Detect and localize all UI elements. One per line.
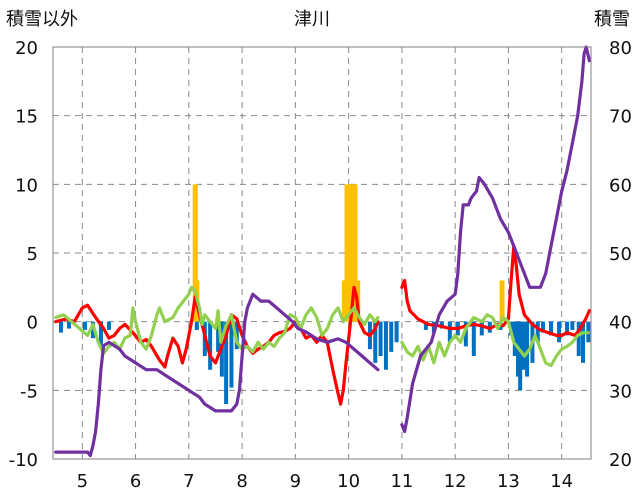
snow-change-bar — [525, 321, 530, 377]
left-axis-label: 積雪以外 — [6, 9, 78, 30]
snow-change-bar — [447, 321, 452, 343]
snow-change-bar — [90, 321, 95, 339]
x-tick-label: 7 — [183, 471, 194, 492]
snow-change-bar — [463, 321, 468, 347]
precipitation-bar — [347, 184, 353, 322]
x-tick-labels: 5 6 7 8 9 10 11 12 13 14 — [77, 471, 574, 492]
snow-change-bar — [224, 321, 229, 405]
y-left-tick-label: 20 — [15, 38, 38, 59]
y-left-tick-labels: 20 15 10 5 0 -5 -10 — [9, 38, 38, 471]
precipitation-bar — [344, 184, 350, 322]
plot-frame — [52, 46, 592, 460]
snow-change-bar — [576, 321, 581, 356]
y-left-tick-label: -5 — [20, 381, 38, 402]
snow-change-bar — [565, 321, 570, 336]
snow-change-bar — [194, 321, 199, 330]
purple-series-line — [54, 45, 591, 458]
y-left-tick-label: -10 — [9, 450, 38, 471]
snow-change-bar — [479, 321, 484, 336]
snow-change-bar — [394, 321, 399, 343]
x-tick-label: 9 — [290, 471, 301, 492]
right-axis-label: 積雪 — [594, 9, 630, 30]
snow-change-bar — [570, 321, 575, 330]
snow-change-bar — [471, 321, 476, 356]
snow-change-bar — [383, 321, 388, 370]
snow-change-bar — [208, 321, 213, 370]
y-right-tick-label: 80 — [609, 38, 632, 59]
y-left-tick-label: 5 — [27, 244, 38, 265]
snow-change-bar — [557, 321, 562, 343]
x-tick-label: 8 — [236, 471, 247, 492]
y-left-tick-label: 15 — [15, 107, 38, 128]
snow-change-bar — [423, 321, 428, 330]
precipitation-bar — [341, 280, 347, 322]
precipitation-bar — [352, 184, 358, 322]
y-left-tick-label: 10 — [15, 175, 38, 196]
snow-change-bar — [106, 321, 111, 330]
snow-change-bar — [581, 321, 586, 363]
x-tick-label: 6 — [130, 471, 141, 492]
y-right-tick-labels: 80 70 60 50 40 30 20 — [609, 38, 632, 471]
chart-title: 津川 — [294, 9, 330, 30]
y-right-tick-label: 70 — [609, 107, 632, 128]
y-right-tick-label: 50 — [609, 244, 632, 265]
snow-change-bar — [512, 321, 517, 356]
precipitation-bar — [192, 184, 198, 322]
x-tick-label: 12 — [444, 471, 467, 492]
precipitation-bar — [499, 280, 505, 322]
snow-change-bar — [66, 321, 71, 329]
y-right-tick-label: 30 — [609, 381, 632, 402]
grid — [53, 47, 591, 459]
snow-change-bar — [389, 321, 394, 352]
snow-change-bar — [58, 321, 63, 333]
snow-change-bar — [229, 321, 234, 388]
snow-change-bar — [549, 321, 554, 336]
snow-change-bar — [216, 321, 221, 352]
series-lines — [54, 45, 591, 458]
x-tick-label: 11 — [390, 471, 413, 492]
green-series-line — [54, 285, 590, 368]
snow-change-bar — [541, 321, 546, 333]
snow-change-bar — [518, 321, 523, 391]
y-right-tick-label: 60 — [609, 175, 632, 196]
snow-change-bar — [98, 321, 103, 347]
red-series-line — [54, 244, 591, 406]
x-tick-label: 14 — [550, 471, 573, 492]
snow-change-bar — [521, 321, 526, 370]
snow-change-bar — [431, 321, 436, 333]
y-right-tick-label: 20 — [609, 450, 632, 471]
snow-change-bar — [373, 321, 378, 363]
precipitation-bar — [349, 184, 355, 322]
x-tick-label: 5 — [77, 471, 88, 492]
x-tick-label: 13 — [497, 471, 520, 492]
x-tick-label: 10 — [337, 471, 360, 492]
y-right-tick-label: 40 — [609, 313, 632, 334]
snow-change-bar — [535, 321, 540, 343]
snow-change-bar — [82, 321, 87, 330]
snow-change-bar — [378, 321, 383, 356]
y-left-tick-label: 0 — [27, 313, 38, 334]
